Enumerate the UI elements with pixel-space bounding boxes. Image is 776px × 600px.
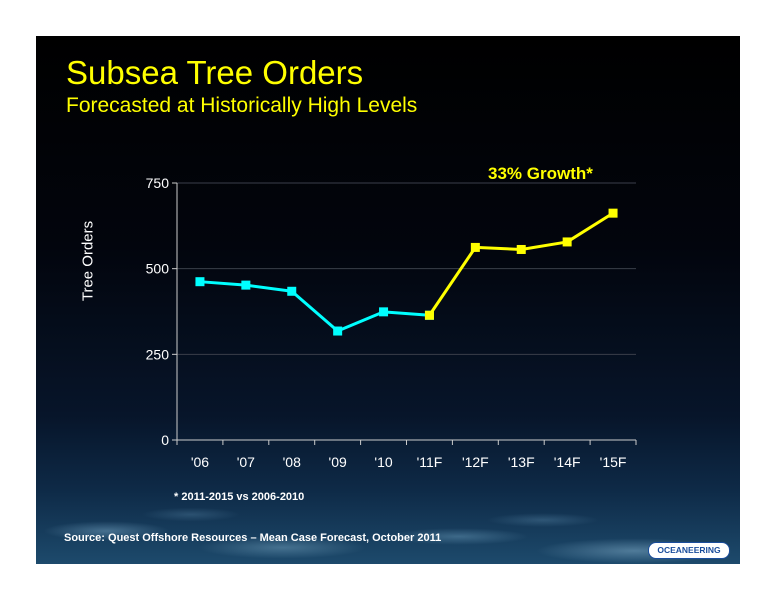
slide: Subsea Tree Orders Forecasted at Histori… <box>36 36 740 564</box>
series-0-point-1 <box>241 280 251 290</box>
footnote: * 2011-2015 vs 2006-2010 <box>174 491 305 503</box>
x-tick-label-7: '13F <box>508 454 535 470</box>
series-0-line <box>199 280 430 333</box>
series-1-point-9 <box>608 208 618 218</box>
x-tick-label-0: '06 <box>191 454 209 470</box>
x-tick-label-6: '12F <box>462 454 489 470</box>
series-1-point-7 <box>516 244 526 254</box>
x-tick-label-2: '08 <box>283 454 301 470</box>
series-1-line <box>428 211 614 317</box>
slide-title: Subsea Tree Orders <box>66 54 364 91</box>
source-note: Source: Quest Offshore Resources – Mean … <box>64 532 442 544</box>
x-tick-label-5: '11F <box>417 454 443 470</box>
oceaneering-logo: OCEANEERING <box>648 542 730 559</box>
x-tick-label-3: '09 <box>329 454 347 470</box>
series-0-point-2 <box>287 286 297 296</box>
growth-callout: 33% Growth* <box>488 164 593 183</box>
series-1-point-6 <box>470 242 480 252</box>
series-1-point-8 <box>562 237 572 247</box>
y-tick-label-1: 250 <box>146 346 170 362</box>
line-chart: 0 250 500 750 '06 '07 '08 '09 '10 '11F '12F '13F '14… <box>146 175 637 470</box>
slide-subtitle: Forecasted at Historically High Levels <box>66 94 418 117</box>
water-surface-background <box>36 454 740 564</box>
series-0-point-3 <box>333 326 343 336</box>
y-tick-label-0: 0 <box>161 432 169 448</box>
x-tick-label-4: '10 <box>374 454 392 470</box>
x-tick-label-1: '07 <box>237 454 255 470</box>
series-1-point-5 <box>424 310 434 320</box>
series-0-point-4 <box>379 307 389 317</box>
x-tick-label-9: '15F <box>600 454 627 470</box>
y-tick-label-3: 750 <box>146 175 170 191</box>
x-tick-label-8: '14F <box>554 454 581 470</box>
series-0-point-0 <box>195 277 205 287</box>
y-tick-label-2: 500 <box>146 261 170 277</box>
